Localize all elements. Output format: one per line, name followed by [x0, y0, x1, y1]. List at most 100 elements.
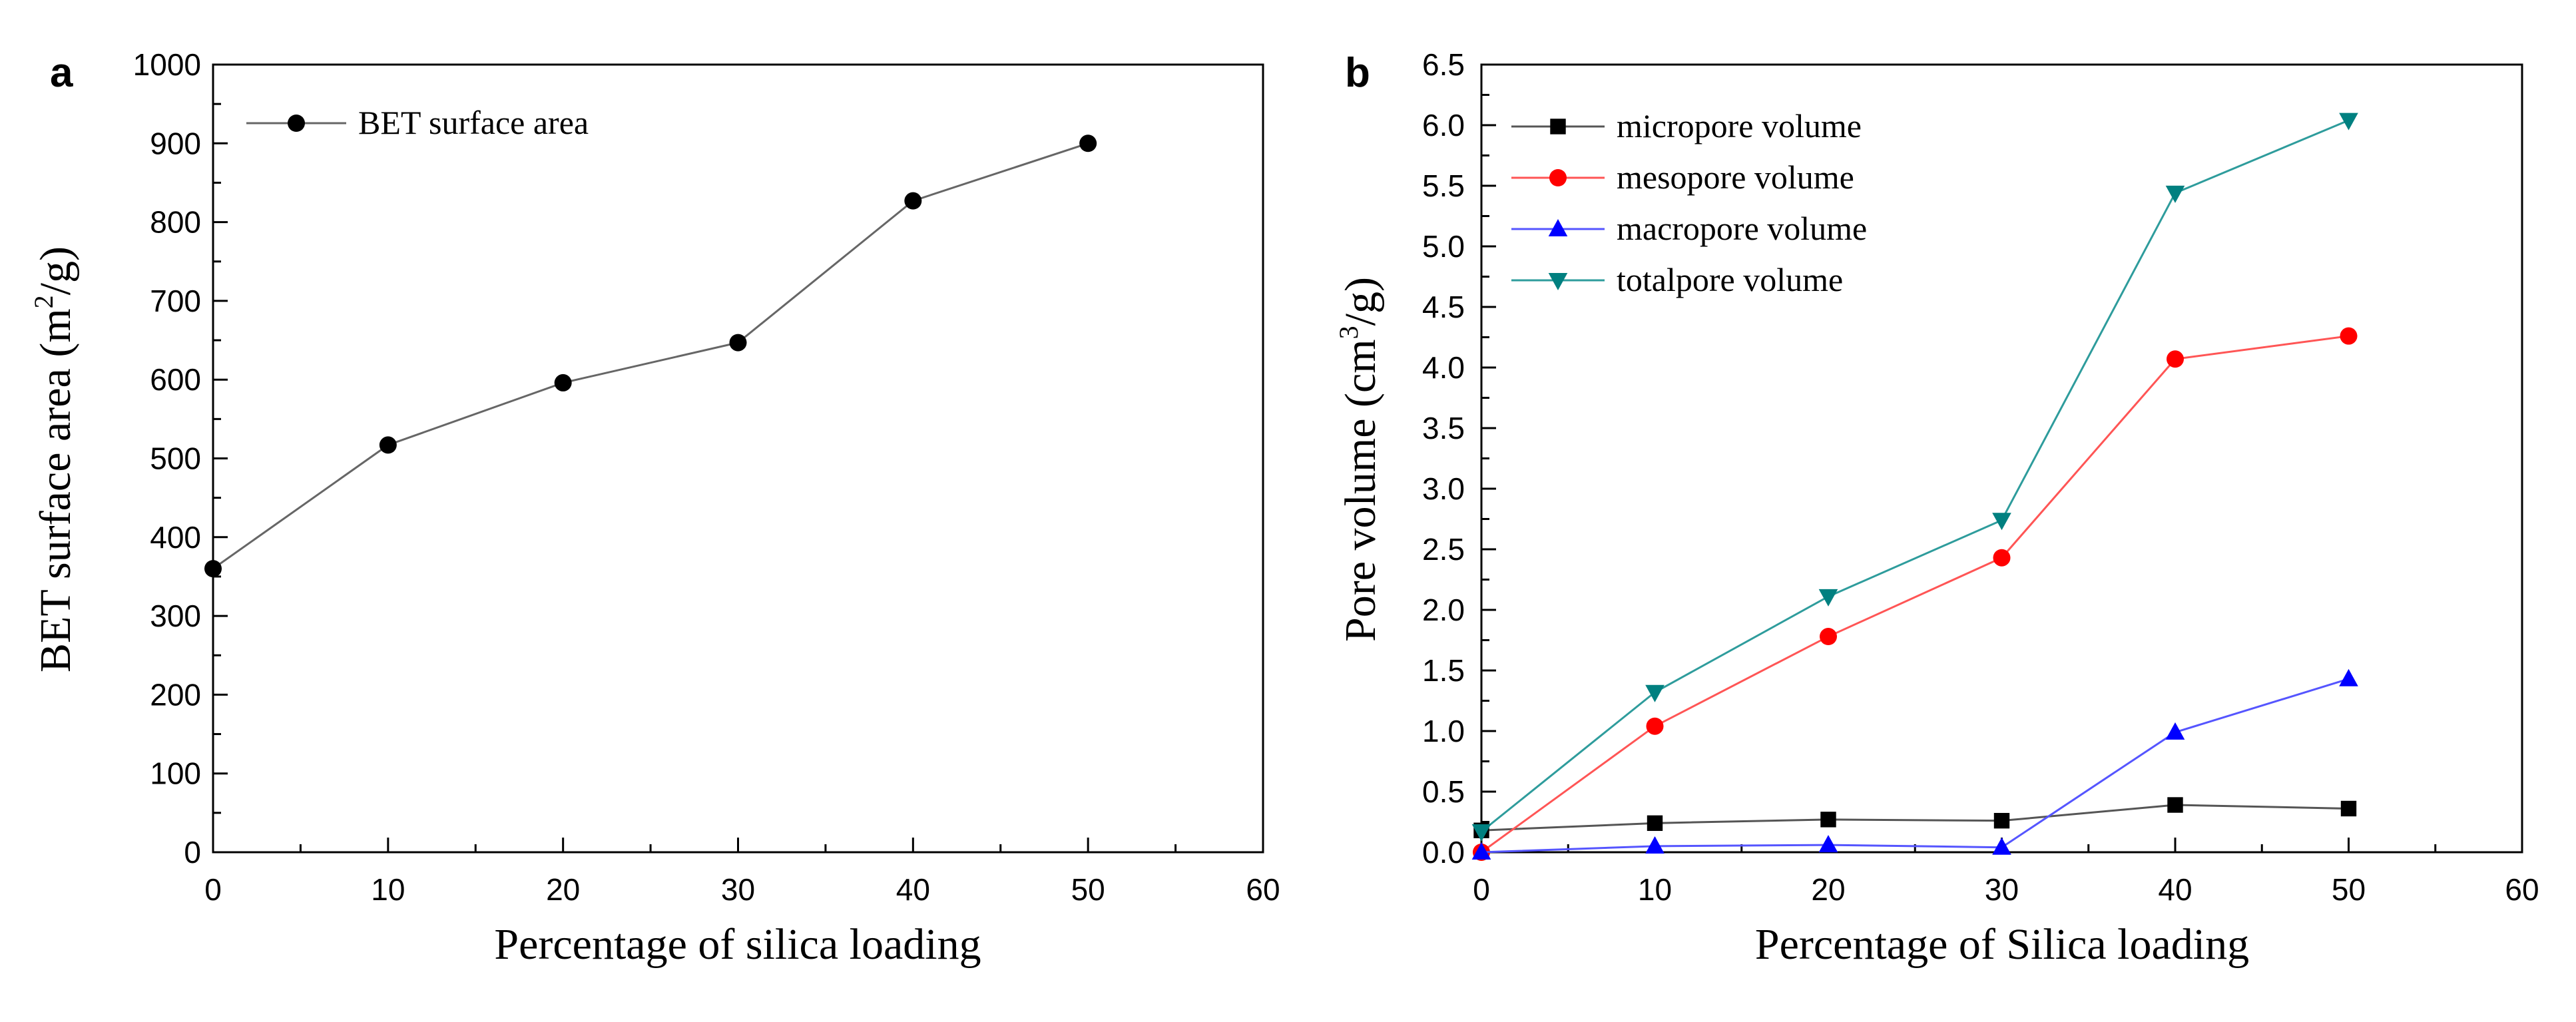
- y-tick-label: 4.0: [1422, 350, 1465, 385]
- y-tick-label: 400: [150, 520, 201, 555]
- data-point: [379, 436, 397, 454]
- data-point: [904, 192, 922, 210]
- x-tick-label: 0: [204, 872, 222, 907]
- y-tick-label: 5.0: [1422, 229, 1465, 264]
- legend-marker: [1549, 169, 1567, 186]
- data-point: [2165, 722, 2185, 740]
- data-point: [2339, 668, 2358, 686]
- legend-marker: [1550, 119, 1566, 134]
- x-tick-label: 20: [546, 872, 580, 907]
- legend-label: BET surface area: [358, 104, 589, 141]
- x-tick-label: 0: [1473, 872, 1490, 907]
- legend-label: mesopore volume: [1617, 158, 1854, 196]
- panel-letter: a: [50, 50, 73, 96]
- legend-label: totalpore volume: [1617, 261, 1843, 298]
- data-point: [1471, 842, 1491, 860]
- y-tick-label: 900: [150, 126, 201, 160]
- y-tick-label: 4.5: [1422, 290, 1465, 324]
- series-macropore-volume: [1471, 668, 2358, 860]
- y-axis-title-main: BET surface area (m: [31, 308, 80, 672]
- y-axis-title-superscript: 3: [1334, 326, 1364, 339]
- data-point: [1993, 549, 2011, 567]
- data-point: [1820, 628, 1837, 646]
- data-point: [204, 560, 222, 578]
- y-tick-label: 800: [150, 205, 201, 240]
- y-tick-label: 5.5: [1422, 168, 1465, 203]
- data-point: [1647, 815, 1663, 832]
- y-tick-label: 3.0: [1422, 471, 1465, 506]
- data-point: [2167, 350, 2184, 368]
- data-point: [1471, 824, 1491, 842]
- x-axis-title: Percentage of silica loading: [494, 920, 981, 969]
- series-mesopore-volume: [1473, 327, 2358, 861]
- data-point: [1993, 812, 2010, 829]
- legend-marker: [288, 115, 305, 132]
- series-line: [212, 142, 1089, 570]
- data-point: [1645, 684, 1665, 702]
- y-axis-title-main: Pore volume (cm: [1336, 339, 1385, 642]
- legend-entry: mesopore volume: [1511, 158, 1854, 196]
- series-totalpore-volume: [1471, 113, 2358, 842]
- y-axis-title: Pore volume (cm3/g): [1334, 277, 1385, 642]
- data-point: [729, 334, 747, 352]
- x-tick-label: 10: [371, 872, 405, 907]
- legend-marker: [1548, 219, 1568, 237]
- data-point: [1818, 589, 1838, 607]
- y-axis-title-tail: /g): [1336, 277, 1385, 326]
- x-tick-label: 30: [721, 872, 755, 907]
- data-point: [1646, 717, 1664, 735]
- data-point: [2340, 327, 2358, 345]
- series-line: [1481, 678, 2349, 854]
- x-tick-label: 40: [2158, 872, 2192, 907]
- legend-entry: micropore volume: [1511, 107, 1862, 144]
- y-tick-label: 300: [150, 599, 201, 633]
- x-tick-label: 10: [1638, 872, 1672, 907]
- x-tick-label: 30: [1985, 872, 2019, 907]
- chart-panel-a: a0 10 20 30 40 50 6001002003004005006007008009…: [29, 47, 1280, 969]
- series-micropore-volume: [1473, 797, 2357, 838]
- y-tick-label: 6.0: [1422, 108, 1465, 142]
- data-point: [2167, 797, 2183, 813]
- x-axis-title: Percentage of Silica loading: [1755, 920, 2249, 969]
- y-tick-label: 6.5: [1422, 47, 1465, 82]
- y-tick-label: 0: [184, 835, 201, 870]
- data-point: [1820, 812, 1836, 828]
- y-axis-title: BET surface area (m2/g): [29, 246, 80, 672]
- data-point: [1079, 134, 1097, 152]
- x-tick-label: 50: [1071, 872, 1105, 907]
- y-tick-label: 1.5: [1422, 653, 1465, 688]
- y-axis-title-superscript: 2: [29, 295, 59, 308]
- y-tick-label: 500: [150, 441, 201, 476]
- data-point: [1818, 835, 1838, 853]
- chart-panel-b: b 0 10 20 30 40 50 60 0.0 0.5 1.0 1.5 2.0 2.5 3.0 3.5 4.…: [1334, 47, 2539, 969]
- data-point: [2340, 800, 2357, 817]
- y-tick-label: 600: [150, 362, 201, 397]
- legend-label: micropore volume: [1617, 107, 1862, 144]
- y-tick-label: 2.5: [1422, 532, 1465, 567]
- series-line: [1481, 119, 2350, 833]
- x-tick-label: 20: [1811, 872, 1845, 907]
- y-tick-label: 200: [150, 677, 201, 712]
- y-tick-label: 1.0: [1422, 714, 1465, 748]
- legend-entry: BET surface area: [246, 104, 589, 141]
- y-axis-title-tail: /g): [31, 246, 80, 295]
- legend-marker: [1548, 272, 1568, 290]
- y-tick-label: 2.0: [1422, 593, 1465, 627]
- x-tick-label: 60: [1246, 872, 1280, 907]
- x-tick-label: 50: [2332, 872, 2366, 907]
- data-point: [1645, 836, 1665, 854]
- panel-letter: b: [1345, 50, 1370, 96]
- legend-label: macropore volume: [1617, 210, 1867, 247]
- data-point: [2165, 185, 2185, 203]
- y-tick-label: 0.0: [1422, 835, 1465, 870]
- series-line: [1481, 804, 2349, 832]
- data-point: [1992, 513, 2011, 531]
- y-tick-label: 700: [150, 284, 201, 318]
- legend-entry: macropore volume: [1511, 210, 1867, 247]
- y-tick-label: 100: [150, 756, 201, 791]
- series-line: [1481, 335, 2349, 854]
- x-tick-label: 40: [896, 872, 930, 907]
- data-point: [2339, 113, 2358, 130]
- y-tick-label: 1000: [133, 47, 201, 82]
